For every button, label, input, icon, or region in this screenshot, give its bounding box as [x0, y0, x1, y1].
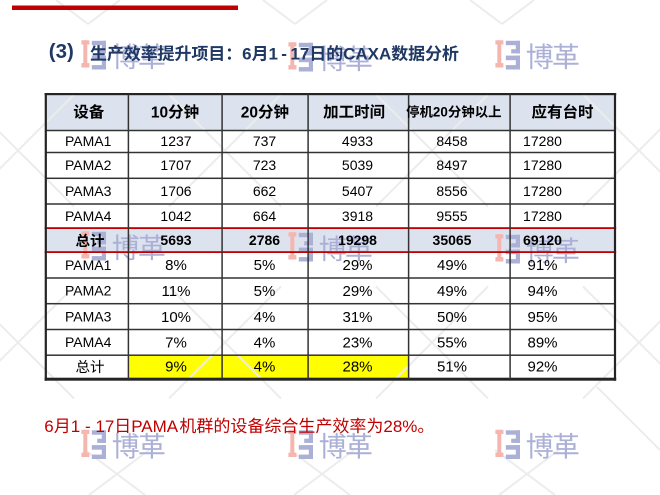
svg-text:23%: 23%: [342, 334, 372, 351]
svg-text:17280: 17280: [523, 183, 562, 199]
svg-text:91%: 91%: [527, 257, 557, 274]
svg-text:51%: 51%: [437, 359, 467, 376]
svg-text:1: 1: [269, 45, 278, 64]
svg-text:PAMA1: PAMA1: [65, 257, 112, 273]
svg-text:11%: 11%: [162, 283, 191, 300]
svg-text:PAMA4: PAMA4: [65, 334, 112, 350]
svg-text:PAMA4: PAMA4: [65, 208, 112, 224]
svg-text:1706: 1706: [160, 183, 191, 199]
svg-text:6: 6: [44, 417, 53, 436]
svg-text:CAXA: CAXA: [343, 45, 391, 64]
svg-text:662: 662: [253, 183, 277, 199]
svg-text:723: 723: [253, 157, 277, 173]
svg-text:17: 17: [290, 45, 309, 64]
svg-text:PAMA3: PAMA3: [65, 183, 112, 199]
svg-text:PAMA: PAMA: [131, 417, 179, 436]
svg-text:20: 20: [241, 104, 258, 121]
svg-text:4933: 4933: [342, 133, 373, 149]
svg-text:7%: 7%: [165, 334, 187, 351]
svg-text:17280: 17280: [523, 208, 562, 224]
svg-text:8458: 8458: [436, 133, 467, 149]
svg-text:92%: 92%: [527, 359, 557, 376]
svg-text:95%: 95%: [527, 309, 557, 326]
svg-text:664: 664: [253, 208, 277, 224]
svg-text:1042: 1042: [160, 208, 191, 224]
svg-text:35065: 35065: [433, 232, 472, 248]
svg-text:5693: 5693: [160, 232, 191, 248]
svg-text:31%: 31%: [342, 309, 372, 326]
svg-text:17280: 17280: [523, 157, 562, 173]
svg-text:29%: 29%: [342, 283, 372, 300]
svg-text:49%: 49%: [437, 257, 467, 274]
svg-text:1707: 1707: [160, 157, 191, 173]
svg-text:-: -: [281, 45, 287, 64]
svg-text:49%: 49%: [437, 283, 467, 300]
svg-text:9555: 9555: [436, 208, 467, 224]
svg-text:50%: 50%: [437, 309, 467, 326]
svg-text:(3): (3): [49, 40, 74, 63]
svg-text:94%: 94%: [527, 283, 557, 300]
svg-text:5%: 5%: [254, 283, 276, 300]
svg-text:1 - 17: 1 - 17: [71, 417, 114, 436]
svg-text:2786: 2786: [249, 232, 280, 248]
svg-text:8556: 8556: [436, 183, 467, 199]
svg-text:PAMA1: PAMA1: [65, 133, 112, 149]
svg-text:4%: 4%: [254, 309, 276, 326]
svg-text:4%: 4%: [254, 359, 276, 376]
svg-text:17280: 17280: [523, 133, 562, 149]
svg-text:10: 10: [151, 104, 168, 121]
svg-text:55%: 55%: [437, 334, 467, 351]
svg-text:29%: 29%: [342, 257, 372, 274]
svg-text:8497: 8497: [436, 157, 467, 173]
svg-text:4%: 4%: [254, 334, 276, 351]
svg-text:8%: 8%: [165, 257, 187, 274]
svg-text:6: 6: [242, 45, 251, 64]
svg-text:5039: 5039: [342, 157, 373, 173]
svg-text:3918: 3918: [342, 208, 373, 224]
svg-text:89%: 89%: [527, 334, 557, 351]
svg-text:20: 20: [433, 105, 448, 120]
svg-text:9%: 9%: [165, 359, 187, 376]
svg-text:1237: 1237: [160, 133, 191, 149]
svg-text:69120: 69120: [523, 232, 562, 248]
svg-text:PAMA2: PAMA2: [65, 283, 112, 299]
svg-text:737: 737: [253, 133, 277, 149]
svg-text:PAMA3: PAMA3: [65, 308, 112, 324]
svg-text:28%: 28%: [342, 359, 372, 376]
svg-text:28%: 28%: [383, 417, 417, 436]
svg-text:5%: 5%: [254, 257, 276, 274]
svg-text:5407: 5407: [342, 183, 373, 199]
svg-text:PAMA2: PAMA2: [65, 157, 112, 173]
svg-text:10%: 10%: [161, 309, 191, 326]
svg-text:19298: 19298: [338, 232, 377, 248]
